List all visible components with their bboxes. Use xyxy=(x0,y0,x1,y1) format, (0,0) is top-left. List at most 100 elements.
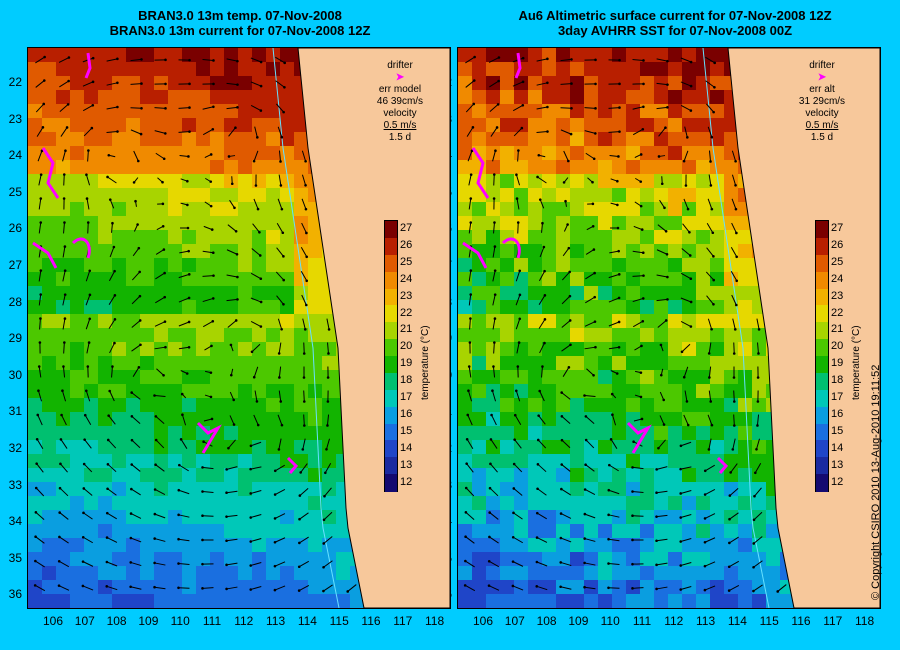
colorbar-swatch xyxy=(385,237,397,256)
longitude-tick: 108 xyxy=(536,614,557,628)
latitude-tick: 36 xyxy=(8,587,22,602)
longitude-tick: 106 xyxy=(42,614,64,628)
latitude-tick: 24 xyxy=(8,148,22,163)
colorbar-tick: 17 xyxy=(400,391,413,403)
colorbar-tick: 19 xyxy=(400,357,413,370)
model-map xyxy=(28,48,450,608)
latitude-tick: 29 xyxy=(8,331,22,346)
drifter-track xyxy=(514,52,522,79)
colorbar-swatch xyxy=(816,237,828,256)
depth-contour xyxy=(272,48,340,608)
colorbar-swatch xyxy=(816,440,828,458)
right-title-line1: Au6 Altimetric surface current for 07-No… xyxy=(518,8,832,23)
drifter-arrow-icon: ➤ xyxy=(395,72,405,83)
err-label: err model xyxy=(378,84,422,95)
drifter-track xyxy=(462,241,488,269)
depth-contour xyxy=(702,48,770,608)
colorbar-tick: 14 xyxy=(831,441,844,454)
copyright-text: © Copyright CSIRO 2010 13-Aug-2010 19:11… xyxy=(870,364,882,600)
latitude-tick: 31 xyxy=(8,404,22,419)
colorbar-swatch xyxy=(385,406,397,424)
err-value: 31 29cm/s xyxy=(798,96,846,107)
colorbar-swatch xyxy=(385,457,397,475)
colorbar-swatch xyxy=(385,254,397,273)
drifter-track xyxy=(626,421,652,454)
drifter-label: drifter xyxy=(387,60,413,71)
duration-value: 1.5 d xyxy=(388,132,412,143)
colorbar-tick: 21 xyxy=(831,323,844,336)
drifter-label: drifter xyxy=(809,60,835,71)
colorbar-tick: 27 xyxy=(831,222,844,234)
longitude-tick: 110 xyxy=(170,614,190,628)
left-title: BRAN3.0 13m temp. 07-Nov-2008 BRAN3.0 13… xyxy=(60,8,420,38)
longitude-tick: 116 xyxy=(791,614,811,628)
drifter-track xyxy=(286,456,299,474)
colorbar-right xyxy=(815,220,829,492)
velocity-label: velocity xyxy=(383,108,417,119)
colorbar-tick: 26 xyxy=(831,238,844,251)
colorbar-swatch xyxy=(385,221,397,239)
latitude-tick: 26 xyxy=(8,221,22,236)
colorbar-tick: 18 xyxy=(831,374,844,387)
satellite-map-panel xyxy=(457,47,881,609)
colorbar-tick: 13 xyxy=(400,458,413,471)
colorbar-swatch xyxy=(385,423,397,441)
right-title-line2: 3day AVHRR SST for 07-Nov-2008 00Z xyxy=(557,23,793,38)
colorbar-swatch xyxy=(816,372,828,391)
velocity-value: 0.5 m/s xyxy=(383,120,417,131)
colorbar-swatch xyxy=(816,221,828,239)
latitude-tick: 23 xyxy=(8,111,22,126)
longitude-tick: 107 xyxy=(74,614,95,628)
err-label: err alt xyxy=(809,84,835,95)
colorbar-swatch xyxy=(816,356,828,374)
colorbar-swatch xyxy=(385,305,397,323)
longitude-tick: 111 xyxy=(632,614,652,628)
drifter-track xyxy=(71,237,91,259)
latitude-tick: 28 xyxy=(8,294,22,309)
longitude-tick: 114 xyxy=(727,614,747,628)
colorbar-ticks-left: 27 26 25 24 23 22 21 20 19 18 17 16 15 14 13 12 xyxy=(400,220,420,490)
colorbar-tick: 16 xyxy=(831,407,844,420)
longitude-tick: 106 xyxy=(472,614,494,628)
velocity-value: 0.5 m/s xyxy=(805,120,839,131)
longitude-tick: 115 xyxy=(759,614,779,628)
longitude-tick: 111 xyxy=(202,614,222,628)
colorbar-swatch xyxy=(816,406,828,424)
colorbar-swatch xyxy=(816,322,828,340)
left-title-line2: BRAN3.0 13m current for 07-Nov-2008 12Z xyxy=(109,23,371,38)
drifter-track xyxy=(471,147,490,199)
satellite-map xyxy=(458,48,880,608)
drifter-track xyxy=(84,52,92,79)
colorbar-tick: 22 xyxy=(400,306,413,319)
colorbar-tick: 16 xyxy=(400,407,413,420)
colorbar-tick: 23 xyxy=(400,289,413,302)
colorbar-swatch xyxy=(385,440,397,458)
colorbar-swatch xyxy=(385,356,397,374)
colorbar-tick: 13 xyxy=(831,458,844,471)
longitude-tick: 117 xyxy=(823,614,843,628)
colorbar-swatch xyxy=(816,271,828,289)
colorbar-swatch xyxy=(816,288,828,306)
colorbar-tick: 20 xyxy=(831,340,844,353)
colorbar-swatch xyxy=(816,305,828,323)
velocity-label: velocity xyxy=(805,108,839,119)
longitude-tick: 112 xyxy=(234,614,254,628)
longitude-tick: 110 xyxy=(600,614,620,628)
colorbar-tick: 19 xyxy=(831,357,844,370)
longitude-tick: 108 xyxy=(106,614,127,628)
latitude-tick: 35 xyxy=(8,550,22,565)
longitude-tick: 118 xyxy=(855,614,875,628)
latitude-tick: 34 xyxy=(8,514,22,529)
colorbar-swatch xyxy=(816,254,828,273)
colorbar-swatch xyxy=(816,389,828,408)
colorbar-swatch xyxy=(385,474,397,492)
latitude-tick: 25 xyxy=(8,184,22,199)
colorbar-ticks-right: 27 26 25 24 23 22 21 20 19 18 17 16 15 14 13 12 xyxy=(831,220,851,490)
longitude-tick: 113 xyxy=(696,614,716,628)
current-vectors xyxy=(463,55,787,593)
duration-value: 1.5 d xyxy=(810,132,834,143)
colorbar-swatch xyxy=(816,474,828,492)
longitude-tick: 109 xyxy=(568,614,589,628)
colorbar-swatch xyxy=(385,372,397,391)
colorbar-tick: 25 xyxy=(831,255,844,268)
